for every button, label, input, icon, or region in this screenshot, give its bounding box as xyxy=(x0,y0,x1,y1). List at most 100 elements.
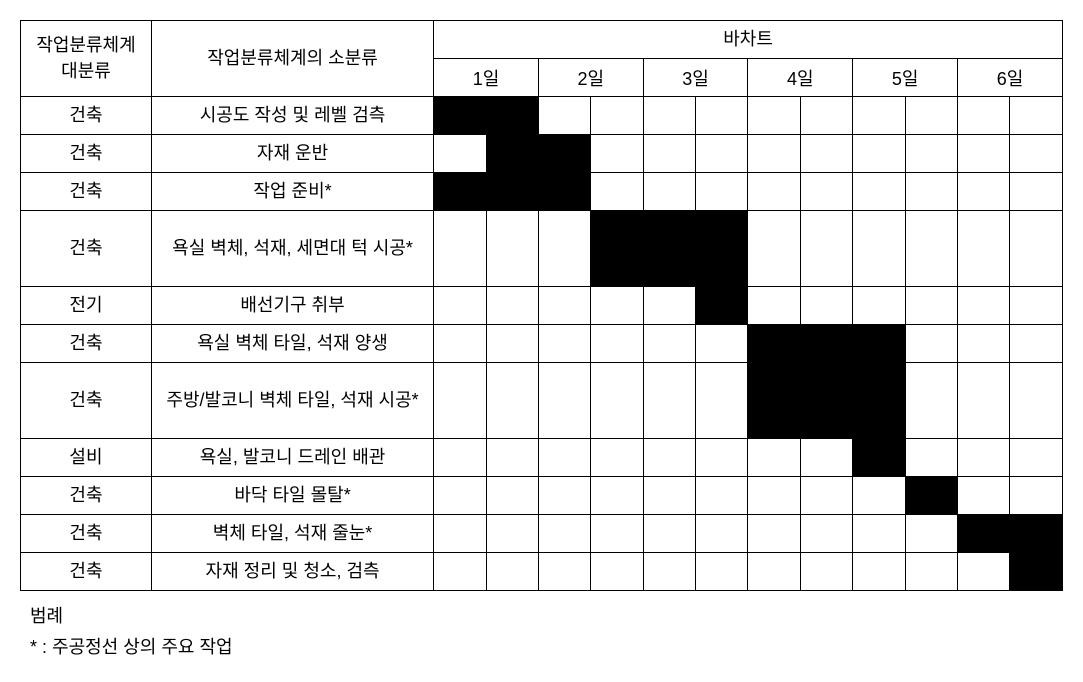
gantt-cell xyxy=(486,363,538,439)
minor-label: 욕실 벽체 타일, 석재 양생 xyxy=(152,327,433,360)
gantt-cell xyxy=(591,553,643,591)
gantt-bar xyxy=(853,439,904,476)
gantt-bar xyxy=(487,135,539,172)
major-label: 건축 xyxy=(21,99,151,132)
gantt-cell xyxy=(800,135,852,173)
gantt-cell xyxy=(434,325,486,363)
minor-label: 배선기구 취부 xyxy=(152,289,433,322)
table-row: 건축자재 정리 및 청소, 검측 xyxy=(21,553,1063,591)
minor-label: 욕실, 발코니 드레인 배관 xyxy=(152,441,433,474)
gantt-cell xyxy=(538,439,590,477)
gantt-cell xyxy=(748,553,800,591)
minor-label: 바닥 타일 몰탈* xyxy=(152,479,433,512)
gantt-cell xyxy=(643,515,695,553)
gantt-cell xyxy=(800,439,852,477)
gantt-cell xyxy=(643,325,695,363)
cell-major: 건축 xyxy=(21,211,152,287)
table-row: 설비욕실, 발코니 드레인 배관 xyxy=(21,439,1063,477)
gantt-bar xyxy=(906,477,957,514)
cell-minor: 자재 운반 xyxy=(151,135,433,173)
cell-major: 건축 xyxy=(21,515,152,553)
gantt-cell xyxy=(905,515,957,553)
gantt-cell xyxy=(1010,173,1063,211)
cell-minor: 바닥 타일 몰탈* xyxy=(151,477,433,515)
gantt-cell xyxy=(800,211,852,287)
gantt-bar xyxy=(748,325,800,362)
header-day-5: 5일 xyxy=(853,59,958,97)
gantt-cell xyxy=(538,325,590,363)
gantt-bar xyxy=(643,211,696,286)
gantt-cell xyxy=(486,97,538,135)
cell-minor: 작업 준비* xyxy=(151,173,433,211)
cell-major: 설비 xyxy=(21,439,152,477)
major-label: 건축 xyxy=(21,517,151,550)
gantt-cell xyxy=(486,325,538,363)
gantt-cell xyxy=(800,97,852,135)
gantt-cell xyxy=(538,97,590,135)
cell-major: 전기 xyxy=(21,287,152,325)
major-label: 건축 xyxy=(21,137,151,170)
gantt-cell xyxy=(486,553,538,591)
gantt-cell xyxy=(434,211,486,287)
header-day-1: 1일 xyxy=(434,59,539,97)
table-row: 건축벽체 타일, 석재 줄눈* xyxy=(21,515,1063,553)
gantt-cell xyxy=(1010,553,1063,591)
gantt-cell xyxy=(905,135,957,173)
gantt-cell xyxy=(538,211,590,287)
cell-minor: 시공도 작성 및 레벨 검측 xyxy=(151,97,433,135)
gantt-cell xyxy=(905,97,957,135)
gantt-bar xyxy=(695,211,747,286)
gantt-cell xyxy=(486,477,538,515)
gantt-cell xyxy=(643,211,695,287)
gantt-cell xyxy=(958,135,1010,173)
cell-major: 건축 xyxy=(21,477,152,515)
gantt-cell xyxy=(748,173,800,211)
header-day-6: 6일 xyxy=(958,59,1063,97)
table-row: 전기배선기구 취부 xyxy=(21,287,1063,325)
gantt-cell xyxy=(486,211,538,287)
cell-major: 건축 xyxy=(21,135,152,173)
gantt-cell xyxy=(434,287,486,325)
table-row: 건축욕실 벽체, 석재, 세면대 턱 시공* xyxy=(21,211,1063,287)
major-label: 건축 xyxy=(21,555,151,588)
gantt-cell xyxy=(434,135,486,173)
gantt-cell xyxy=(853,287,905,325)
gantt-cell xyxy=(591,439,643,477)
gantt-cell xyxy=(800,515,852,553)
gantt-cell xyxy=(591,287,643,325)
gantt-cell xyxy=(748,439,800,477)
gantt-cell xyxy=(853,135,905,173)
gantt-cell xyxy=(538,477,590,515)
gantt-cell xyxy=(800,363,852,439)
gantt-bar xyxy=(538,173,590,210)
gantt-cell xyxy=(905,287,957,325)
gantt-table: 작업분류체계대분류 작업분류체계의 소분류 바차트 1일 2일 3일 4일 5일… xyxy=(20,20,1063,591)
gantt-cell xyxy=(434,515,486,553)
header-major: 작업분류체계대분류 xyxy=(21,21,152,97)
gantt-cell xyxy=(643,135,695,173)
gantt-cell xyxy=(486,287,538,325)
gantt-cell xyxy=(958,439,1010,477)
gantt-cell xyxy=(853,553,905,591)
gantt-bar xyxy=(852,325,904,362)
gantt-cell xyxy=(958,553,1010,591)
cell-minor: 벽체 타일, 석재 줄눈* xyxy=(151,515,433,553)
gantt-bar xyxy=(800,325,853,362)
gantt-cell xyxy=(591,515,643,553)
gantt-cell xyxy=(958,97,1010,135)
table-row: 건축자재 운반 xyxy=(21,135,1063,173)
gantt-cell xyxy=(538,173,590,211)
gantt-cell xyxy=(434,173,486,211)
gantt-cell xyxy=(696,553,748,591)
gantt-cell xyxy=(591,135,643,173)
gantt-cell xyxy=(696,515,748,553)
gantt-cell xyxy=(643,553,695,591)
gantt-cell xyxy=(1010,439,1063,477)
gantt-cell xyxy=(748,211,800,287)
cell-major: 건축 xyxy=(21,325,152,363)
gantt-cell xyxy=(800,477,852,515)
gantt-cell xyxy=(591,363,643,439)
gantt-cell xyxy=(696,363,748,439)
table-body: 건축시공도 작성 및 레벨 검측건축자재 운반건축작업 준비*건축욕실 벽체, … xyxy=(21,97,1063,591)
gantt-cell xyxy=(905,173,957,211)
